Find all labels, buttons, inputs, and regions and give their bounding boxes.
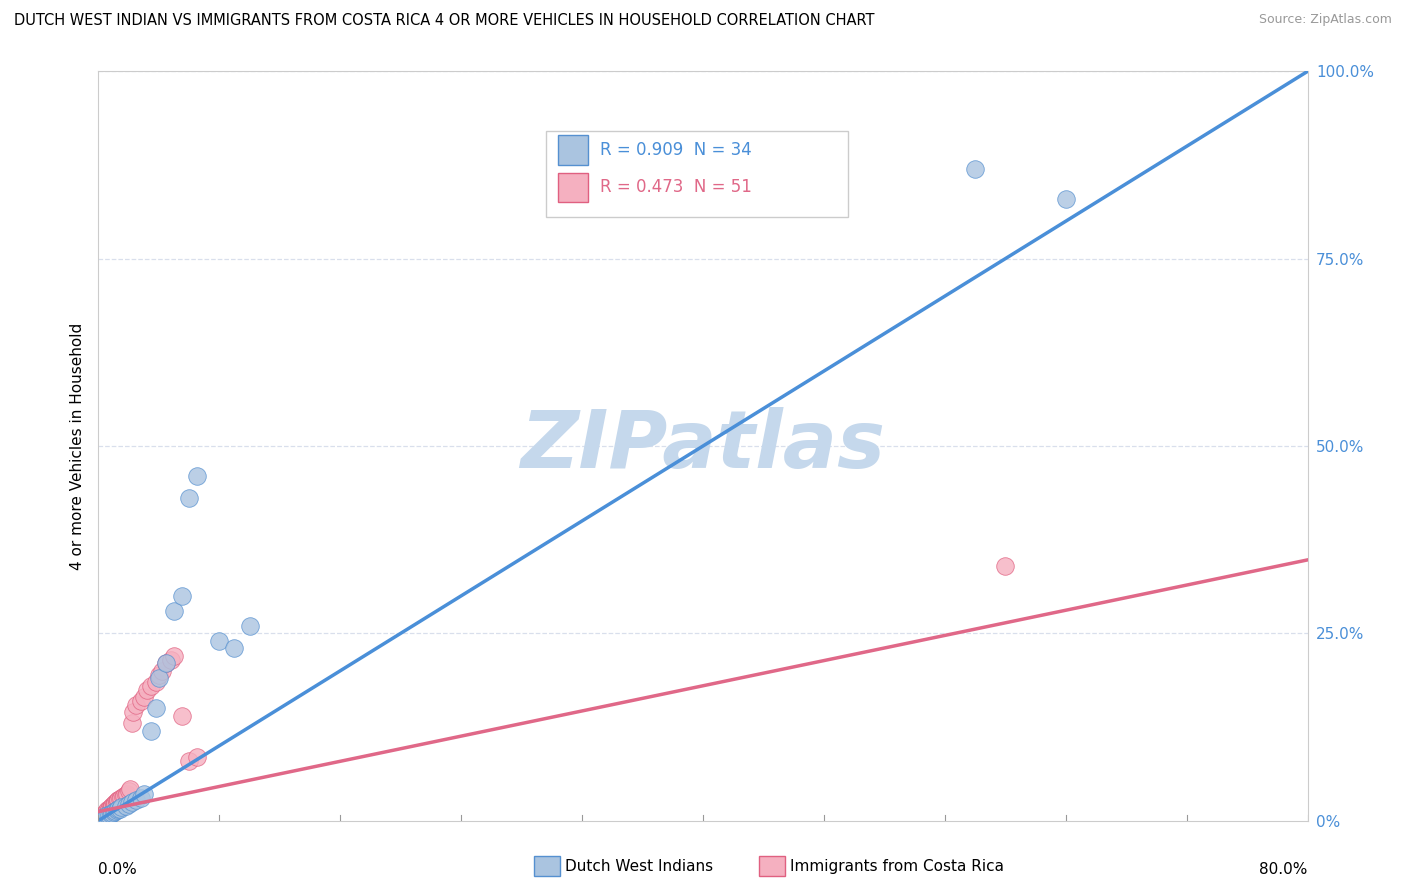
FancyBboxPatch shape	[546, 131, 848, 218]
Point	[115, 788, 138, 802]
Point	[114, 788, 136, 802]
Point	[163, 604, 186, 618]
Text: ZIPatlas: ZIPatlas	[520, 407, 886, 485]
Point	[100, 806, 122, 821]
Point	[89, 812, 111, 826]
Point	[155, 657, 177, 671]
Point	[96, 804, 118, 818]
Point	[994, 558, 1017, 573]
Point	[112, 789, 135, 803]
Point	[103, 805, 125, 819]
Point	[105, 794, 128, 808]
Text: Immigrants from Costa Rica: Immigrants from Costa Rica	[790, 859, 1004, 873]
Point	[93, 810, 115, 824]
Point	[91, 809, 114, 823]
Point	[122, 705, 145, 719]
Point	[100, 801, 122, 815]
Point	[160, 652, 183, 666]
Text: 80.0%: 80.0%	[1260, 863, 1308, 877]
Text: Source: ZipAtlas.com: Source: ZipAtlas.com	[1258, 13, 1392, 27]
Point	[179, 491, 201, 506]
Point	[208, 633, 231, 648]
Point	[135, 682, 157, 697]
Point	[170, 589, 193, 603]
Text: Dutch West Indians: Dutch West Indians	[565, 859, 713, 873]
Point	[111, 789, 134, 804]
Point	[121, 795, 143, 809]
Point	[108, 792, 131, 806]
Text: R = 0.473  N = 51: R = 0.473 N = 51	[600, 178, 752, 196]
Point	[186, 469, 208, 483]
Point	[101, 798, 124, 813]
Point	[103, 797, 125, 812]
Point	[148, 671, 170, 685]
Point	[90, 810, 112, 824]
Point	[103, 797, 125, 812]
Point	[132, 690, 155, 704]
Point	[110, 800, 132, 814]
Point	[107, 793, 129, 807]
Point	[104, 796, 127, 810]
Point	[170, 708, 193, 723]
Point	[129, 694, 152, 708]
Point	[145, 701, 167, 715]
Point	[96, 803, 118, 817]
Point	[145, 675, 167, 690]
Point	[1054, 192, 1077, 206]
Text: DUTCH WEST INDIAN VS IMMIGRANTS FROM COSTA RICA 4 OR MORE VEHICLES IN HOUSEHOLD : DUTCH WEST INDIAN VS IMMIGRANTS FROM COS…	[14, 13, 875, 29]
Point	[98, 802, 121, 816]
Point	[239, 619, 262, 633]
Point	[141, 723, 163, 738]
Point	[125, 792, 148, 806]
Point	[105, 803, 128, 817]
Point	[110, 791, 132, 805]
Point	[186, 750, 208, 764]
Point	[104, 797, 127, 811]
Point	[90, 811, 112, 825]
Point	[965, 161, 987, 176]
Point	[94, 809, 117, 823]
Point	[114, 798, 136, 813]
Point	[132, 788, 155, 802]
Point	[179, 754, 201, 768]
Point	[108, 802, 131, 816]
Point	[150, 664, 173, 678]
Point	[121, 716, 143, 731]
Point	[105, 795, 128, 809]
Point	[91, 808, 114, 822]
FancyBboxPatch shape	[558, 135, 588, 165]
Y-axis label: 4 or more Vehicles in Household: 4 or more Vehicles in Household	[69, 322, 84, 570]
Point	[90, 811, 112, 825]
FancyBboxPatch shape	[558, 172, 588, 202]
Point	[163, 648, 186, 663]
Point	[98, 802, 121, 816]
Point	[107, 792, 129, 806]
Text: R = 0.909  N = 34: R = 0.909 N = 34	[600, 141, 752, 159]
Point	[100, 800, 122, 814]
Point	[224, 641, 246, 656]
Text: 0.0%: 0.0%	[98, 863, 138, 877]
Point	[125, 698, 148, 712]
Point	[89, 811, 111, 825]
Point	[104, 804, 127, 818]
Point	[118, 783, 141, 797]
Point	[155, 657, 177, 671]
Point	[93, 806, 115, 821]
Point	[89, 812, 111, 826]
Point	[101, 799, 124, 814]
Point	[94, 805, 117, 819]
Point	[93, 807, 115, 822]
Point	[94, 806, 117, 821]
Point	[96, 808, 118, 822]
Point	[118, 797, 141, 812]
Point	[98, 807, 121, 822]
Point	[129, 791, 152, 805]
Point	[120, 782, 142, 797]
Point	[101, 806, 124, 821]
Point	[148, 667, 170, 681]
Point	[91, 811, 114, 825]
Point	[141, 679, 163, 693]
Point	[107, 802, 129, 816]
